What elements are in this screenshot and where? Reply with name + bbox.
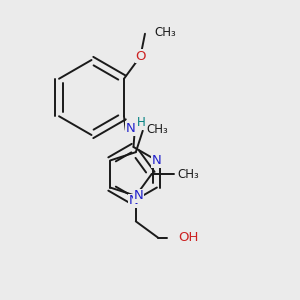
Text: N: N — [125, 122, 135, 135]
Text: N: N — [134, 189, 144, 202]
Text: O: O — [135, 50, 146, 63]
Text: OH: OH — [178, 231, 198, 244]
Text: H: H — [137, 116, 146, 129]
Text: N: N — [152, 154, 162, 167]
Text: CH₃: CH₃ — [146, 123, 168, 136]
Text: CH₃: CH₃ — [178, 167, 200, 181]
Text: CH₃: CH₃ — [154, 26, 176, 39]
Text: N: N — [129, 194, 138, 208]
